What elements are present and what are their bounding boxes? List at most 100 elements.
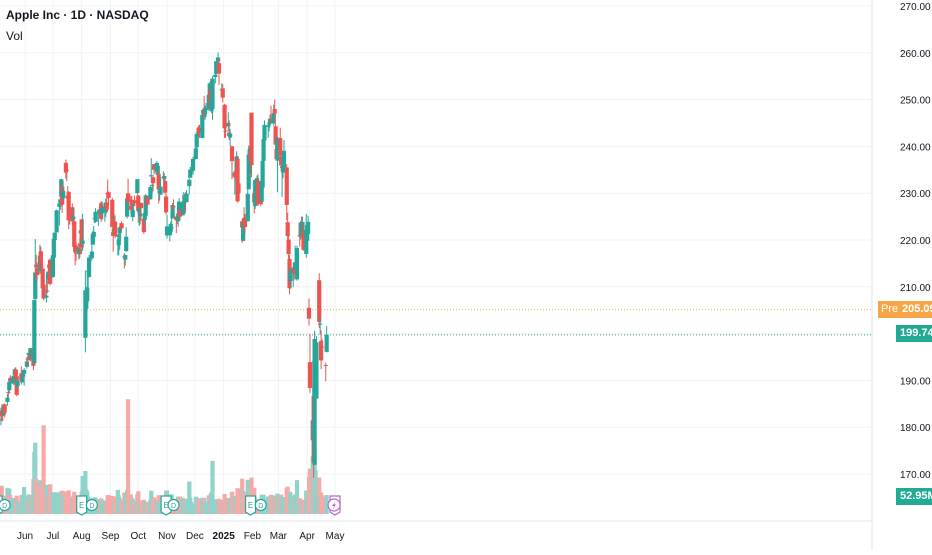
candle-body [13,369,18,377]
y-tick-label: 190.00 [900,376,931,387]
candle-body [280,168,286,173]
x-tick-label: Jun [17,531,33,542]
candle-body [135,179,140,194]
candle-body [70,207,75,222]
candle-body [163,181,168,193]
volume-bar [125,399,131,514]
candle-body [158,186,163,195]
candle-body [213,74,218,78]
candle-body [24,361,30,367]
volume-bar [112,496,118,514]
candle-body [226,123,231,127]
candle-body [169,227,174,229]
candle-body [200,114,205,138]
candle-body [300,221,305,234]
volume-bar [229,491,235,514]
candle-body [5,397,10,402]
candle-body [284,167,289,205]
y-tick-label: 210.00 [900,283,931,294]
candle-body [89,251,94,259]
candle-body [262,124,267,141]
candle-body [20,378,25,383]
candle-body [318,341,324,361]
x-tick-label: Apr [299,531,315,542]
candle-body [184,193,189,203]
candle-body [156,174,161,190]
dividend-icon: D [85,498,98,512]
dividend-icon: D [167,498,180,512]
candle-body [125,193,131,202]
candle-body [273,126,278,145]
candle-body [33,272,38,299]
volume-bar [132,501,137,514]
symbol-title[interactable]: Apple Inc · 1D · NASDAQ [6,8,149,22]
y-tick-label: 260.00 [900,49,931,60]
x-tick-label: Nov [158,531,176,542]
dividend-icon: D [0,498,11,512]
candle-body [149,175,154,177]
candle-body [286,239,291,255]
volume-bar [15,500,20,514]
candle-body [8,378,13,382]
volume-bar [301,499,306,514]
candle-body [52,232,57,240]
candle-body [41,284,46,299]
candle-body [138,203,144,209]
volume-bar [106,494,111,514]
candle-body [124,236,129,252]
svg-text:D: D [171,503,176,510]
candle-body [116,239,121,246]
candle-body [197,132,202,134]
candle-body [259,180,264,202]
candle-body [285,222,290,237]
candle-body [123,255,128,260]
volume-bar [197,500,202,514]
candle-body [180,202,185,216]
candle-body [115,235,120,237]
candle-body [63,162,68,173]
volume-bar [307,468,313,514]
candle-body [235,158,240,202]
svg-text:D: D [258,503,263,510]
candle-body [195,132,200,134]
candle-body [279,157,284,166]
svg-text:E: E [163,501,168,510]
x-tick-label: 2025 [213,531,236,542]
candle-body [188,169,193,178]
candle-body [215,57,221,62]
candle-body [11,375,17,384]
candle-body [50,255,55,277]
candle-body [249,112,254,166]
candle-body [35,268,40,276]
candle-body [28,348,33,359]
candle-body [245,193,250,222]
volume-bar [236,489,241,514]
candle-body [214,61,219,74]
volume-bar [281,497,287,514]
candle-body [129,199,134,206]
candle-body [314,342,319,399]
candle-body [187,179,192,187]
candle-body [45,290,50,292]
volume-bar [319,495,325,514]
candle-body [155,165,160,175]
svg-text:D: D [89,503,94,510]
volume-legend[interactable]: Vol [6,29,23,43]
volume-bar [138,500,144,514]
event-markers[interactable]: EEEEEDDDD [0,495,341,516]
candle-body [318,323,323,325]
candle-body [220,88,225,98]
split-lightning-icon [327,498,341,512]
x-tick-label: Mar [270,531,288,542]
y-tick-label: 170.00 [900,470,931,481]
candle-body [148,187,153,200]
candle-body [151,177,156,184]
volume-bar [203,502,209,514]
last-price-tag: 199.74 [896,325,932,342]
candle-body [34,264,39,267]
candle-body [312,338,317,465]
candle-body [71,216,76,220]
candle-body [151,164,157,170]
